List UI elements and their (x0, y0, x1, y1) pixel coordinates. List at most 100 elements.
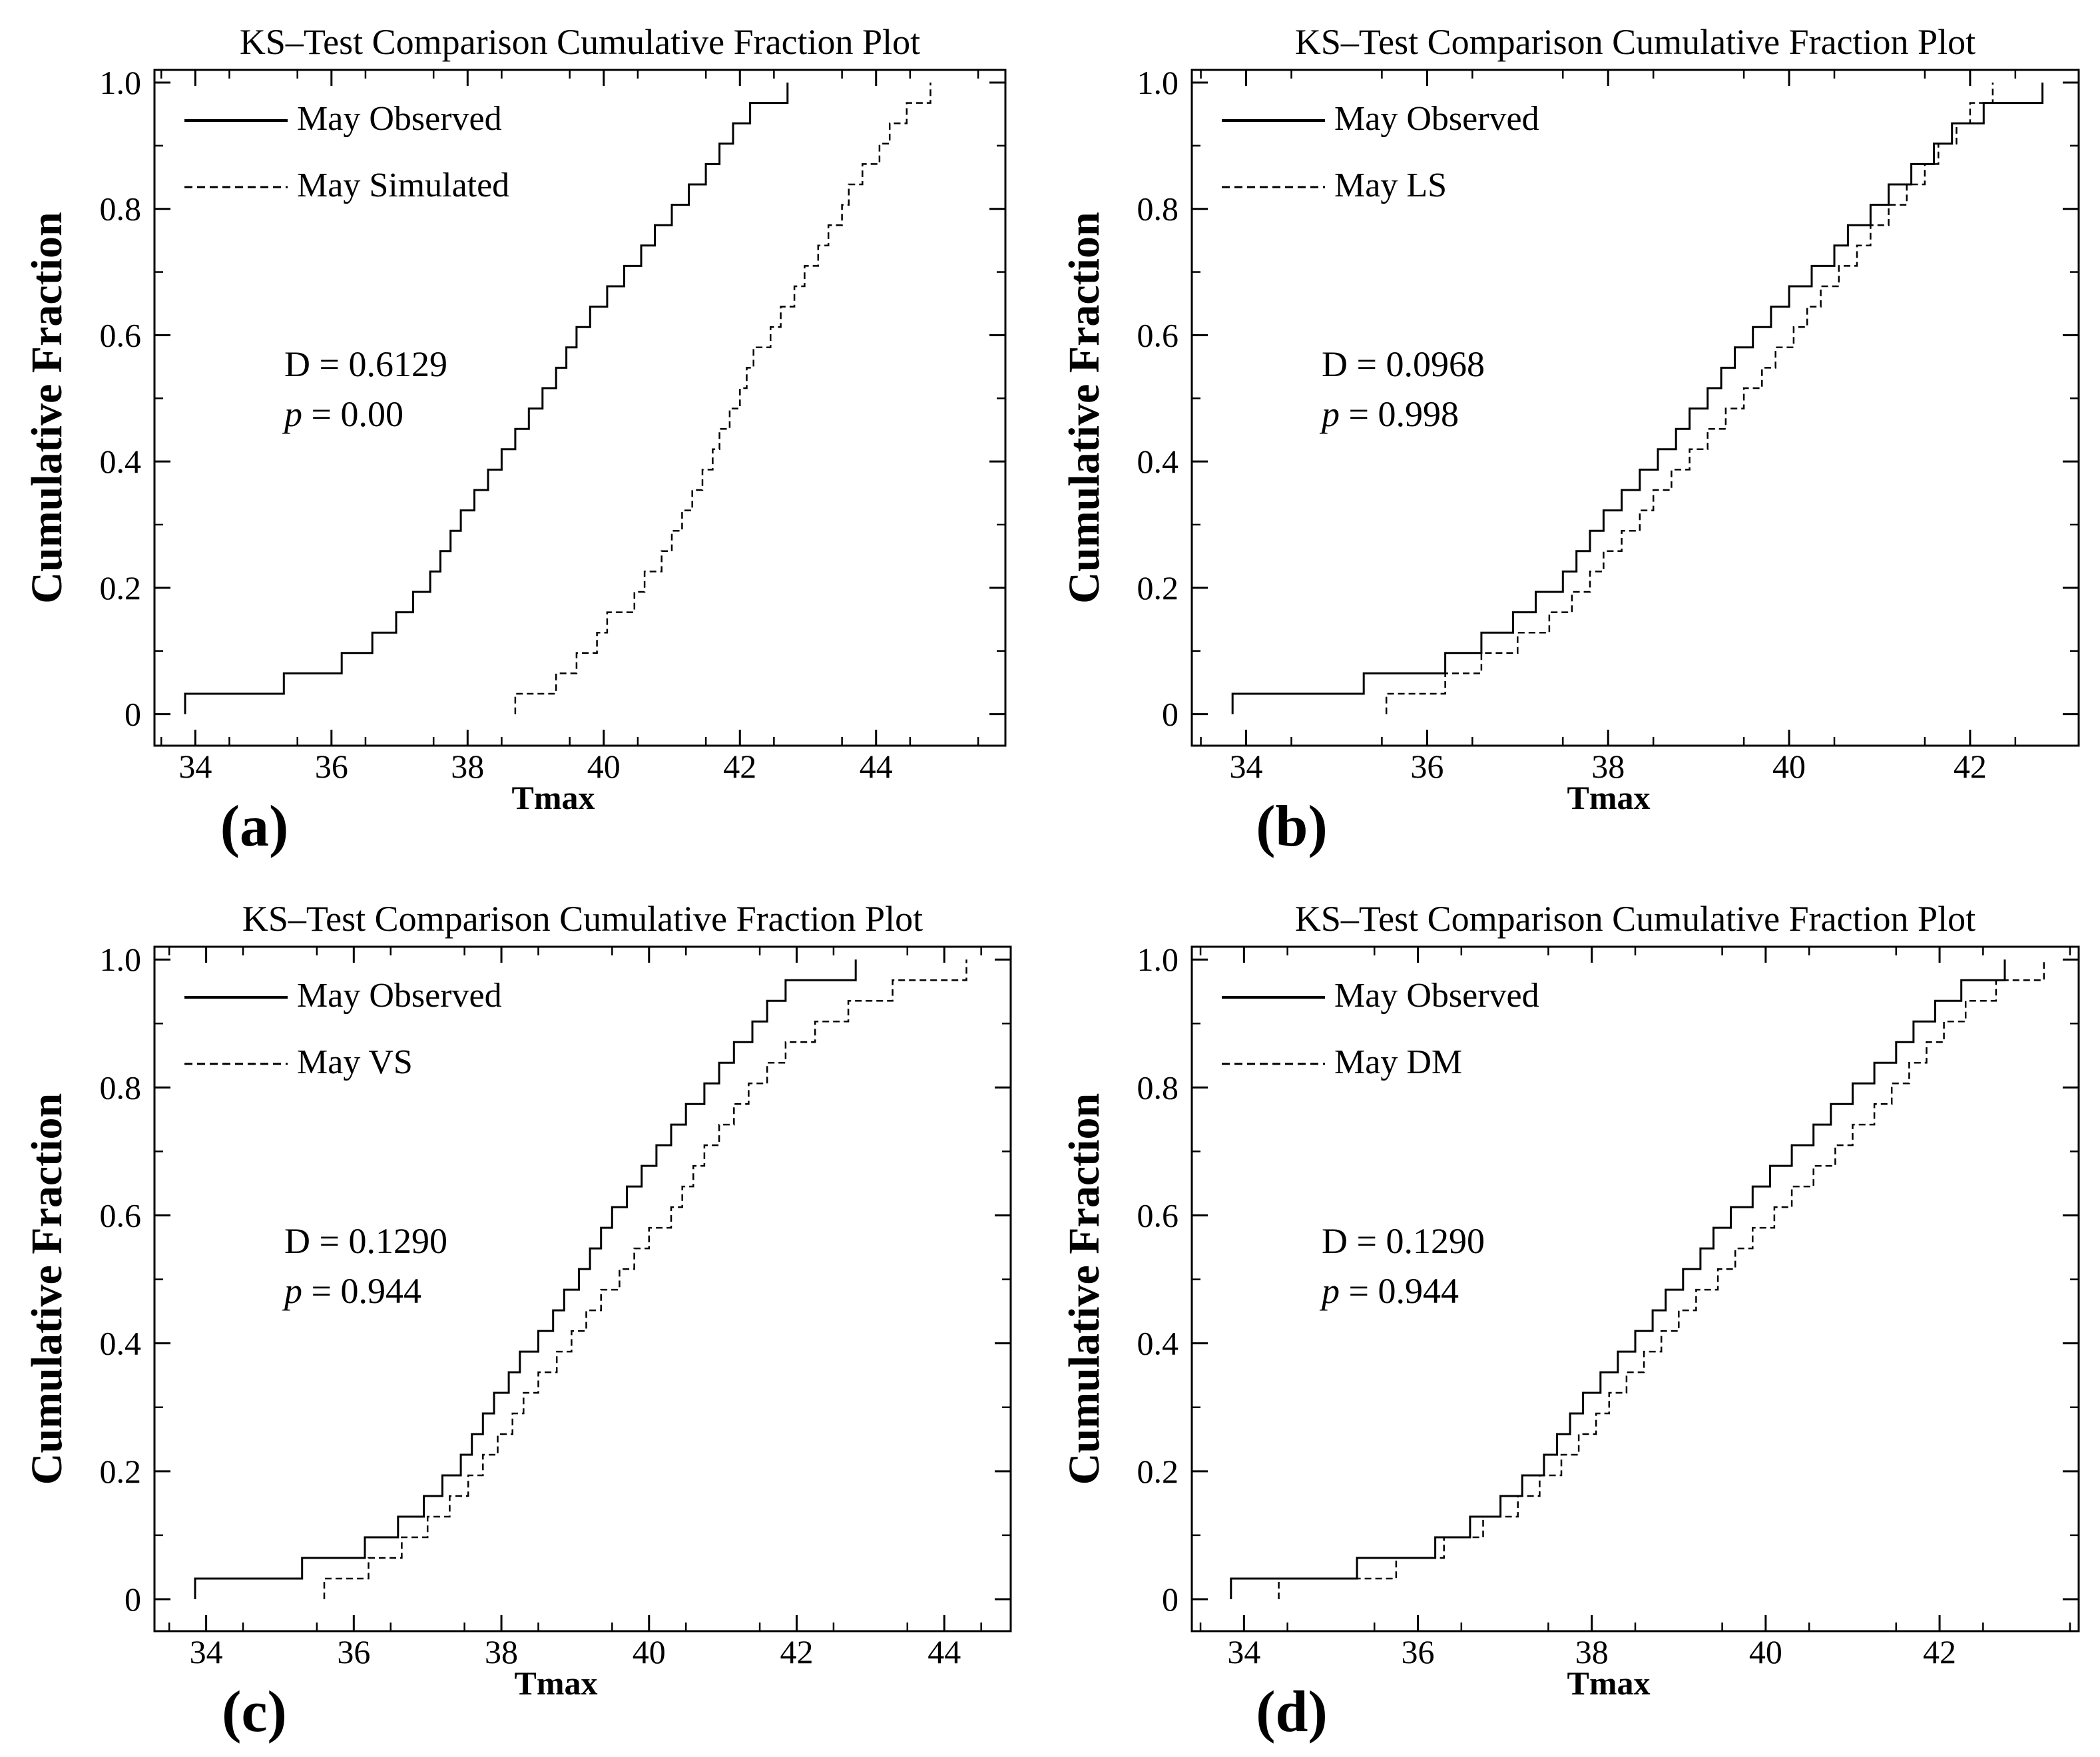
x-tick-label: 44 (860, 748, 893, 785)
x-tick-label: 42 (723, 748, 756, 785)
ks-statistic-p: p = 0.944 (282, 1271, 421, 1311)
y-axis-label: Cumulative Fraction (23, 1093, 71, 1485)
legend-label: May Observed (297, 977, 502, 1015)
ks-statistic-d: D = 0.1290 (284, 1221, 447, 1261)
x-axis-label: Tmax (515, 1664, 598, 1702)
plot-frame (153, 69, 1007, 747)
p-value: = 0.944 (1340, 1271, 1459, 1311)
y-tick-label: 0.8 (100, 190, 142, 228)
x-tick-label: 38 (485, 1633, 518, 1670)
plot-frame (1190, 69, 2080, 747)
chart-title: KS–Test Comparison Cumulative Fraction P… (242, 899, 923, 939)
observed-series-line (194, 959, 857, 1599)
y-tick-label: 0 (125, 1581, 141, 1618)
comparison-series-line (323, 959, 967, 1599)
y-axis-label: Cumulative Fraction (23, 212, 71, 603)
x-tick-label: 34 (1230, 748, 1263, 785)
p-value: = 0.944 (302, 1271, 421, 1311)
chart-panel-c: KS–Test Comparison Cumulative Fraction P… (23, 899, 1012, 1744)
x-tick-label: 36 (337, 1633, 370, 1670)
legend-label: May LS (1334, 166, 1447, 204)
y-tick-label: 0.6 (1137, 1197, 1179, 1234)
x-tick-label: 40 (1772, 748, 1806, 785)
observed-series-line (1230, 959, 2006, 1599)
chart-title: KS–Test Comparison Cumulative Fraction P… (240, 22, 920, 62)
chart-title: KS–Test Comparison Cumulative Fraction P… (1295, 899, 1975, 939)
y-tick-label: 0 (1162, 1581, 1179, 1618)
comparison-series-line (1278, 959, 2045, 1599)
y-tick-label: 0.6 (1137, 316, 1179, 354)
legend-label: May Observed (1334, 100, 1539, 138)
x-tick-label: 38 (451, 748, 484, 785)
y-tick-label: 1.0 (1137, 941, 1179, 978)
y-tick-label: 0.8 (1137, 190, 1179, 228)
y-tick-label: 0.2 (100, 569, 142, 607)
y-tick-label: 0.4 (1137, 443, 1179, 480)
x-tick-label: 38 (1591, 748, 1625, 785)
observed-series-line (184, 83, 789, 714)
legend-label: May Observed (1334, 977, 1539, 1015)
y-axis-label: Cumulative Fraction (1060, 212, 1109, 603)
x-axis-label: Tmax (1567, 1664, 1651, 1702)
plot-frame (153, 945, 1012, 1632)
ks-statistic-p: p = 0.00 (282, 394, 403, 434)
y-tick-label: 0 (1162, 696, 1179, 733)
p-symbol: p (1319, 394, 1340, 434)
ks-statistic-p: p = 0.998 (1319, 394, 1459, 434)
p-value: = 0.998 (1340, 394, 1459, 434)
panel-label: (c) (222, 1680, 287, 1744)
panel-label: (b) (1256, 794, 1328, 859)
x-tick-label: 40 (587, 748, 621, 785)
x-tick-label: 42 (1923, 1633, 1956, 1670)
chart-panel-b: KS–Test Comparison Cumulative Fraction P… (1060, 22, 2080, 859)
panel-label: (d) (1256, 1680, 1328, 1744)
chart-title: KS–Test Comparison Cumulative Fraction P… (1295, 22, 1975, 62)
x-tick-label: 34 (190, 1633, 223, 1670)
x-tick-label: 36 (1402, 1633, 1435, 1670)
observed-series-line (1231, 83, 2044, 714)
x-tick-label: 34 (178, 748, 212, 785)
y-tick-label: 1.0 (100, 64, 142, 101)
x-tick-label: 40 (1749, 1633, 1782, 1670)
y-tick-label: 0.6 (100, 316, 142, 354)
y-tick-label: 0 (125, 696, 141, 733)
y-tick-label: 0.8 (100, 1069, 142, 1106)
x-tick-label: 44 (927, 1633, 961, 1670)
chart-panel-d: KS–Test Comparison Cumulative Fraction P… (1060, 899, 2080, 1744)
y-tick-label: 0.4 (100, 1325, 142, 1362)
ks-statistic-d: D = 0.1290 (1322, 1221, 1485, 1261)
p-symbol: p (1319, 1271, 1340, 1311)
x-axis-label: Tmax (1567, 779, 1651, 816)
p-symbol: p (282, 394, 302, 434)
x-tick-label: 36 (315, 748, 348, 785)
x-axis-label: Tmax (512, 779, 595, 816)
legend-label: May VS (297, 1043, 413, 1081)
ks-statistic-p: p = 0.944 (1319, 1271, 1459, 1311)
y-tick-label: 0.2 (1137, 569, 1179, 607)
chart-panel-a: KS–Test Comparison Cumulative Fraction P… (23, 22, 1007, 859)
legend-label: May DM (1334, 1043, 1462, 1081)
ks-statistic-d: D = 0.6129 (284, 344, 447, 384)
y-tick-label: 0.6 (100, 1197, 142, 1234)
x-tick-label: 38 (1575, 1633, 1609, 1670)
y-axis-label: Cumulative Fraction (1060, 1093, 1109, 1485)
x-tick-label: 42 (780, 1633, 814, 1670)
x-tick-label: 36 (1410, 748, 1444, 785)
x-tick-label: 40 (633, 1633, 666, 1670)
y-tick-label: 0.4 (100, 443, 142, 480)
y-tick-label: 0.2 (100, 1453, 142, 1490)
panel-label: (a) (220, 794, 289, 859)
p-symbol: p (282, 1271, 302, 1311)
ks-statistic-d: D = 0.0968 (1322, 344, 1485, 384)
y-tick-label: 0.4 (1137, 1325, 1179, 1362)
p-value: = 0.00 (302, 394, 403, 434)
y-tick-label: 1.0 (100, 941, 142, 978)
y-tick-label: 0.2 (1137, 1453, 1179, 1490)
x-tick-label: 34 (1227, 1633, 1260, 1670)
comparison-series-line (514, 83, 931, 714)
legend-label: May Observed (297, 100, 502, 138)
x-tick-label: 42 (1954, 748, 1987, 785)
y-tick-label: 0.8 (1137, 1069, 1179, 1106)
